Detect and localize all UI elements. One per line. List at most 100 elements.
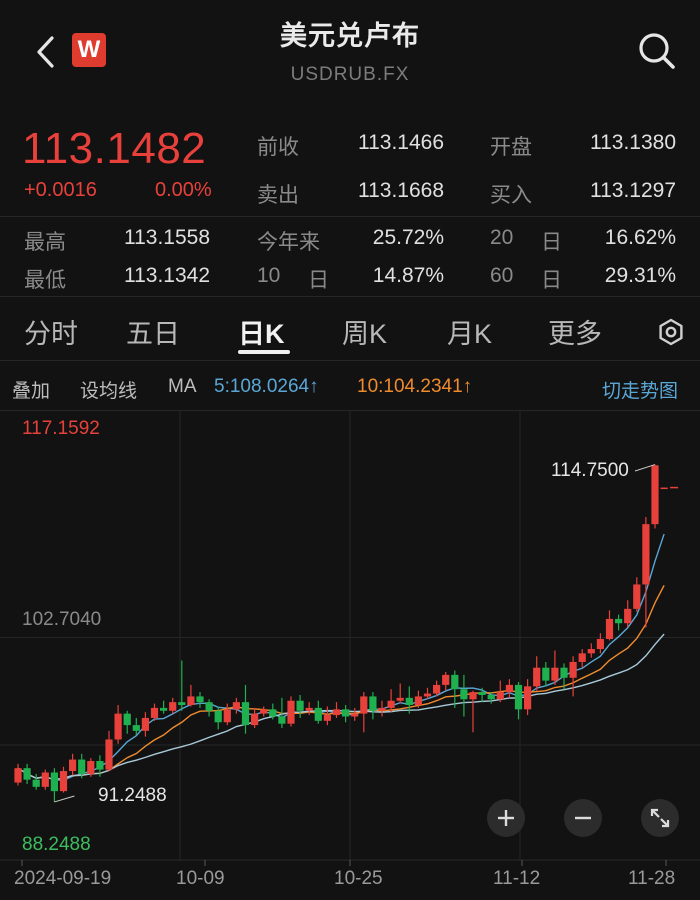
candle xyxy=(114,713,122,740)
candle xyxy=(460,689,468,700)
low-value: 113.1342 xyxy=(123,264,210,287)
y-axis-bottom-label: 88.2488 xyxy=(22,834,91,855)
candle xyxy=(578,653,586,662)
active-tab-indicator xyxy=(238,350,290,354)
candle xyxy=(96,761,104,770)
last-price: 113.1482 xyxy=(22,124,207,173)
candle xyxy=(278,716,286,724)
x-axis-label: 10-25 xyxy=(334,868,383,889)
candle xyxy=(323,715,331,721)
search-button[interactable] xyxy=(636,30,678,72)
candle xyxy=(32,779,40,787)
candle xyxy=(232,702,240,710)
zoom-in-button[interactable] xyxy=(487,799,525,837)
tab-monthly-k[interactable]: 月K xyxy=(447,319,493,349)
candle xyxy=(478,692,486,695)
prev-close-value: 113.1466 xyxy=(357,131,444,154)
d20-value: 16.62% xyxy=(604,226,676,249)
candle xyxy=(360,696,368,714)
candle xyxy=(487,694,495,700)
candle xyxy=(387,700,395,708)
d60-num: 60 xyxy=(490,264,514,287)
candle xyxy=(23,768,31,780)
price-change: +0.0016 xyxy=(24,179,97,201)
candle xyxy=(514,684,523,710)
candle xyxy=(633,584,641,609)
candle xyxy=(342,709,350,717)
d10-num: 10 xyxy=(257,264,281,287)
candle xyxy=(251,713,259,726)
candle xyxy=(296,700,304,711)
divider xyxy=(0,360,700,361)
candle xyxy=(624,608,632,624)
ma10-line xyxy=(17,585,665,781)
candle xyxy=(642,524,650,585)
candle xyxy=(451,674,459,690)
candle xyxy=(524,686,532,710)
max-marker-line xyxy=(634,464,656,472)
candle xyxy=(396,697,404,701)
chevron-left-icon xyxy=(37,36,54,68)
overlay-button[interactable]: 叠加 xyxy=(12,381,51,402)
tab-five-day[interactable]: 五日 xyxy=(126,319,180,349)
chart-settings-button[interactable] xyxy=(656,317,686,347)
set-ma-button[interactable]: 设均线 xyxy=(80,381,138,402)
page-title: 美元兑卢布 xyxy=(280,21,420,51)
candle xyxy=(59,771,68,792)
candle xyxy=(223,709,231,723)
candle xyxy=(542,667,550,681)
d20-unit: 日 xyxy=(541,231,562,254)
candle xyxy=(505,684,513,693)
candle xyxy=(351,713,359,717)
tab-more[interactable]: 更多 xyxy=(548,319,602,349)
ytd-label: 今年来 xyxy=(257,231,320,254)
candle xyxy=(269,709,277,717)
tab-intraday[interactable]: 分时 xyxy=(24,319,78,349)
zoom-out-button[interactable] xyxy=(564,799,602,837)
min-price-marker: 91.2488 xyxy=(98,785,167,806)
d10-unit: 日 xyxy=(308,269,329,292)
tab-weekly-k[interactable]: 周K xyxy=(342,319,388,349)
switch-trend-button[interactable]: 切走势图 xyxy=(602,381,679,402)
divider xyxy=(0,216,700,217)
ma-label: MA xyxy=(168,376,197,397)
gear-icon xyxy=(659,318,683,346)
fullscreen-button[interactable] xyxy=(641,799,679,837)
prev-close-label: 前收 xyxy=(257,136,299,159)
minus-icon xyxy=(575,816,591,820)
candlestick-chart[interactable] xyxy=(0,411,700,900)
candle xyxy=(105,739,113,770)
candle xyxy=(469,692,477,700)
candle xyxy=(496,692,504,700)
symbol-code: USDRUB.FX xyxy=(290,64,410,85)
candle xyxy=(569,661,577,678)
app-logo: W xyxy=(72,33,106,67)
back-button[interactable] xyxy=(30,32,60,72)
candle xyxy=(187,696,195,706)
bid-value: 113.1297 xyxy=(589,179,676,202)
y-axis-mid-label: 102.7040 xyxy=(22,609,102,630)
ask-label: 卖出 xyxy=(257,184,299,207)
open-label: 开盘 xyxy=(490,136,532,159)
ma20-line xyxy=(17,633,665,781)
y-axis-top-label: 117.1592 xyxy=(22,418,100,439)
candle xyxy=(305,707,313,711)
candle xyxy=(132,725,140,731)
candle xyxy=(533,667,541,687)
candle xyxy=(287,700,295,724)
max-price-marker: 114.7500 xyxy=(551,460,629,481)
d20-num: 20 xyxy=(490,226,514,249)
candle xyxy=(433,684,441,694)
candle xyxy=(596,638,604,650)
high-value: 113.1558 xyxy=(123,226,210,249)
candle xyxy=(78,759,86,774)
candle xyxy=(378,707,386,711)
candle xyxy=(660,487,668,490)
x-axis-label: 11-28 xyxy=(628,868,676,889)
candle xyxy=(332,709,341,716)
tab-daily-k[interactable]: 日K xyxy=(238,319,285,349)
ma5-value: 5:108.0264↑ xyxy=(214,376,319,397)
candle xyxy=(369,696,377,711)
candle xyxy=(241,702,250,726)
candle xyxy=(196,696,204,703)
